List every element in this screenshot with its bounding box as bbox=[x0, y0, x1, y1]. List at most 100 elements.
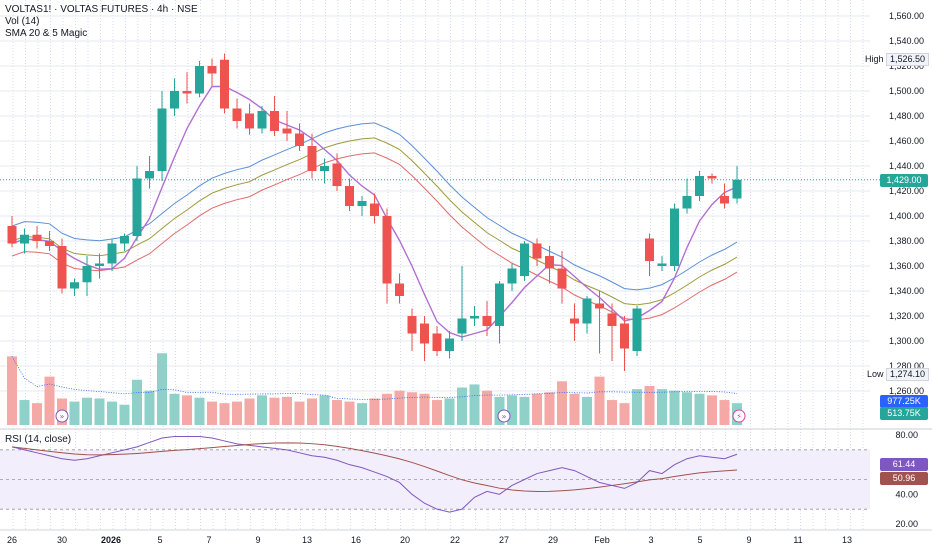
price-tick-label: 1,340.00 bbox=[889, 286, 924, 296]
rsi-tick-label: 40.00 bbox=[895, 489, 918, 499]
rsi-ma-line bbox=[11, 442, 738, 492]
candle-body bbox=[632, 308, 642, 351]
volume-bar bbox=[144, 390, 155, 425]
volume-bar bbox=[69, 401, 80, 425]
volume-bar bbox=[482, 390, 492, 425]
candle-body bbox=[532, 243, 542, 259]
time-axis-label: 5 bbox=[697, 535, 702, 545]
low-value: 1,274.10 bbox=[886, 368, 930, 381]
volume-bar bbox=[169, 393, 180, 425]
lightning-icon-glyph: ⚡ bbox=[736, 412, 742, 421]
time-axis-label: 13 bbox=[302, 535, 312, 545]
volume-ma-tag: 977.25K bbox=[880, 395, 928, 408]
candle-body bbox=[507, 268, 517, 284]
volume-ma-line bbox=[11, 356, 738, 400]
candle-body bbox=[157, 108, 167, 171]
time-axis-label: 16 bbox=[351, 535, 361, 545]
candle-body bbox=[620, 323, 629, 349]
candle-body bbox=[607, 313, 617, 326]
candle-body bbox=[45, 241, 54, 246]
lightning-icon: ⚡ bbox=[732, 409, 746, 423]
price-tick-label: 1,320.00 bbox=[889, 311, 924, 321]
volume-bar bbox=[632, 389, 642, 425]
volume-bar bbox=[207, 401, 217, 425]
volume-bar bbox=[444, 398, 455, 425]
volume-bar bbox=[132, 379, 142, 425]
candle-body bbox=[557, 268, 567, 289]
time-axis-label: 29 bbox=[548, 535, 558, 545]
candle-body bbox=[657, 263, 667, 266]
candle-body bbox=[407, 316, 417, 334]
volume-bar bbox=[594, 376, 605, 425]
dividend-icon: » bbox=[55, 409, 69, 423]
candle-body bbox=[145, 171, 154, 179]
time-axis-label: 20 bbox=[400, 535, 410, 545]
dividend-icon-ring bbox=[497, 409, 511, 423]
volume-bar bbox=[82, 397, 92, 425]
volume-bar bbox=[494, 396, 505, 425]
time-axis-label: 22 bbox=[450, 535, 460, 545]
price-tick-label: 1,380.00 bbox=[889, 236, 924, 246]
candle-body bbox=[495, 283, 504, 326]
candle-body bbox=[545, 256, 554, 269]
candle-body bbox=[182, 91, 192, 94]
high-label: High bbox=[865, 54, 884, 64]
volume-bar bbox=[7, 356, 17, 425]
volume-bar bbox=[519, 396, 530, 425]
sma-indicator-label[interactable]: SMA 20 & 5 Magic bbox=[5, 28, 88, 39]
volume-bar bbox=[157, 353, 167, 425]
volume-bar bbox=[344, 401, 355, 425]
volume-bar bbox=[382, 393, 392, 425]
candle-body bbox=[82, 266, 92, 283]
volume-bar bbox=[532, 393, 542, 425]
volume-bar bbox=[282, 396, 292, 425]
volume-bar bbox=[557, 381, 567, 425]
price-tick-label: 1,480.00 bbox=[889, 111, 924, 121]
time-axis-label: 2026 bbox=[101, 535, 121, 545]
price-tick-label: 1,440.00 bbox=[889, 161, 924, 171]
volume-bar bbox=[694, 393, 705, 425]
candle-body bbox=[720, 196, 729, 204]
rsi-tick-label: 80.00 bbox=[895, 430, 918, 440]
candle-body bbox=[670, 208, 679, 266]
dividend-icon-ring bbox=[55, 409, 69, 423]
volume-bar bbox=[669, 390, 680, 425]
volume-bar bbox=[44, 376, 55, 425]
time-axis-label: 13 bbox=[842, 535, 852, 545]
rsi-tick-label: 20.00 bbox=[895, 519, 918, 529]
candle-body bbox=[457, 318, 467, 334]
rsi-ma-tag: 50.96 bbox=[880, 472, 928, 485]
volume-bar bbox=[719, 400, 730, 425]
volume-bar bbox=[544, 392, 555, 425]
candle-body bbox=[95, 263, 104, 266]
candle-body bbox=[270, 111, 279, 131]
rsi-indicator-label[interactable]: RSI (14, close) bbox=[5, 434, 72, 445]
volume-bar bbox=[194, 397, 205, 425]
candle-body bbox=[32, 234, 42, 241]
chart-title[interactable]: VOLTAS1! · VOLTAS FUTURES · 4h · NSE bbox=[5, 4, 198, 15]
time-axis-label: 9 bbox=[746, 535, 751, 545]
time-axis-label: 3 bbox=[648, 535, 653, 545]
candle-body bbox=[257, 111, 267, 129]
time-axis-label: 27 bbox=[499, 535, 509, 545]
low-label: Low bbox=[867, 369, 884, 379]
rsi-value-tag: 61.44 bbox=[880, 458, 928, 471]
candle-body bbox=[20, 234, 29, 244]
time-axis-label: 7 bbox=[206, 535, 211, 545]
volume-bar bbox=[307, 398, 317, 425]
candle-body bbox=[132, 178, 142, 236]
volume-bar bbox=[94, 398, 105, 425]
price-tick-label: 1,420.00 bbox=[889, 186, 924, 196]
candle-body bbox=[70, 282, 79, 289]
candle-body bbox=[570, 318, 579, 324]
price-tick-label: 1,300.00 bbox=[889, 336, 924, 346]
volume-bar bbox=[432, 400, 442, 425]
volume-indicator-label[interactable]: Vol (14) bbox=[5, 16, 40, 27]
volume-bar bbox=[182, 395, 192, 425]
candle-body bbox=[445, 338, 454, 351]
volume-bar bbox=[357, 403, 367, 425]
candle-body bbox=[357, 201, 367, 206]
candle-body bbox=[420, 323, 429, 344]
price-tick-label: 1,520.00 bbox=[889, 61, 924, 71]
